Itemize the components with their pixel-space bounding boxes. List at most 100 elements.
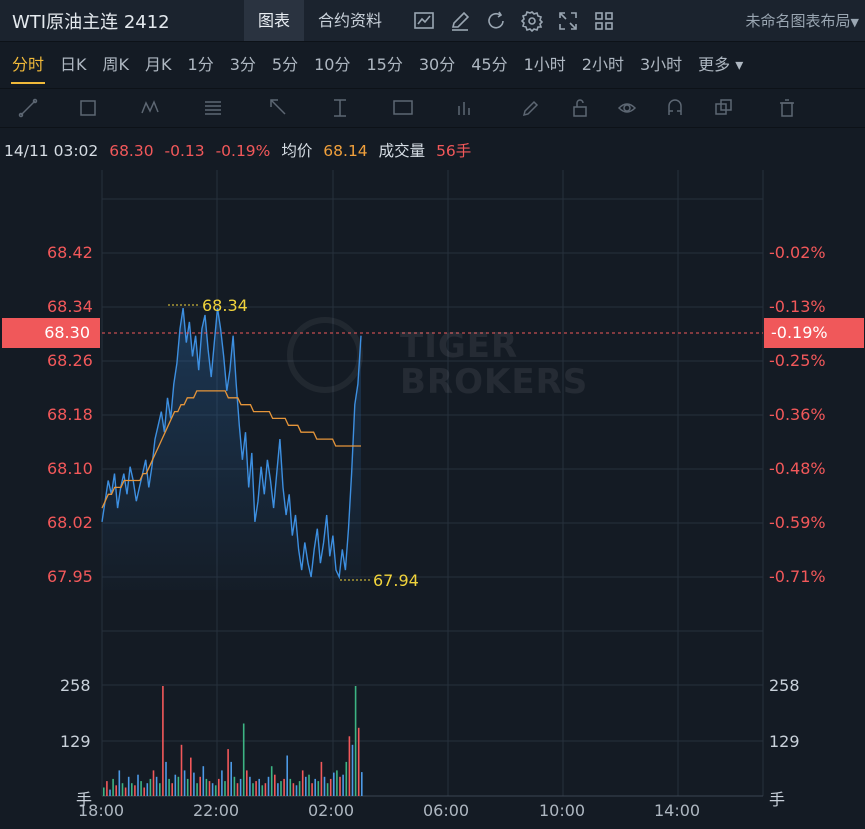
tab-contract-info[interactable]: 合约资料 xyxy=(318,11,383,30)
drawing-toolbar xyxy=(0,88,865,128)
text-tool-icon[interactable] xyxy=(392,97,422,119)
volume-bar-23 xyxy=(174,774,177,796)
volume-bar-75 xyxy=(336,770,338,796)
volume-bar-1 xyxy=(106,781,108,796)
volume-bar-36 xyxy=(214,785,217,796)
tab-chart[interactable]: 图表 xyxy=(244,0,305,41)
volume-bar-40 xyxy=(227,749,229,796)
volume-bar-77 xyxy=(342,774,344,796)
period-2[interactable]: 周K xyxy=(102,55,130,74)
period-4[interactable]: 1分 xyxy=(187,55,214,74)
volume-bar-68 xyxy=(314,778,316,796)
chevron-down-icon: ▼ xyxy=(850,16,859,29)
measure-tool-icon[interactable] xyxy=(330,97,360,119)
volume-bar-58 xyxy=(283,778,285,796)
watermark-line-2: BROKERS xyxy=(400,362,589,402)
volume-bar-52 xyxy=(264,783,267,796)
period-5[interactable]: 3分 xyxy=(229,55,256,74)
instrument-title: WTI原油主连 2412 xyxy=(12,11,170,33)
period-8[interactable]: 15分 xyxy=(366,55,403,74)
edit-icon[interactable] xyxy=(447,8,473,34)
volume-unit-right: 手 xyxy=(769,790,786,809)
current-price-label: 68.30 xyxy=(2,318,100,348)
volume-bar-39 xyxy=(224,781,226,796)
period-14[interactable]: 更多 ▾ xyxy=(698,55,744,74)
period-9[interactable]: 30分 xyxy=(418,55,456,74)
current-pct-label: -0.19% xyxy=(764,318,864,348)
rectangle-tool-icon[interactable] xyxy=(78,97,108,119)
chart-icon[interactable] xyxy=(411,8,437,34)
volume-axis-right-258: 258 xyxy=(769,676,800,695)
volume-bar-27 xyxy=(186,778,189,796)
volume-bar-81 xyxy=(354,686,357,796)
period-13[interactable]: 3小时 xyxy=(639,55,683,74)
layout-selector[interactable]: 未命名图表布局▼ xyxy=(745,12,859,30)
settings-icon[interactable] xyxy=(519,8,545,34)
lock-icon[interactable] xyxy=(570,97,600,119)
volume-axis-left-258: 258 xyxy=(60,676,91,695)
volume-bar-21 xyxy=(168,778,170,796)
period-12[interactable]: 2小时 xyxy=(581,55,624,74)
volume-bar-80 xyxy=(351,744,354,796)
top-bar: WTI原油主连 2412 图表 合约资料 未命名图表布局▼ xyxy=(0,0,865,42)
fib-tool-icon[interactable] xyxy=(203,97,233,119)
volume-bar-60 xyxy=(289,778,292,796)
trash-icon[interactable] xyxy=(777,97,807,119)
volume-bar-15 xyxy=(149,778,152,796)
volume-bar-72 xyxy=(326,783,329,796)
time-axis-label-3: 06:00 xyxy=(423,801,470,820)
refresh-icon[interactable] xyxy=(483,8,509,34)
high-marker: 68.34 xyxy=(202,296,248,315)
price-axis-right-label-5: -0.59% xyxy=(769,513,826,532)
fullscreen-icon[interactable] xyxy=(555,8,581,34)
volume-bar-49 xyxy=(255,781,257,796)
watermark-line-1: TIGER xyxy=(400,326,519,366)
period-6[interactable]: 5分 xyxy=(271,55,299,74)
period-11[interactable]: 1小时 xyxy=(523,55,566,74)
volume-bar-35 xyxy=(211,783,214,796)
volume-bar-76 xyxy=(339,776,341,796)
price-axis-left-label-6: 67.95 xyxy=(47,567,93,586)
volume-bar-63 xyxy=(298,781,301,796)
grid-icon[interactable] xyxy=(591,8,617,34)
volume-bar-61 xyxy=(292,783,295,796)
low-marker: 67.94 xyxy=(373,571,419,590)
pen-tool-icon[interactable] xyxy=(520,97,550,119)
volume-bar-2 xyxy=(109,789,111,796)
volume-bar-34 xyxy=(208,781,211,796)
price-area-fill xyxy=(102,308,361,590)
volume-bar-0 xyxy=(103,787,105,796)
volume-bar-19 xyxy=(162,686,164,796)
layers-icon[interactable] xyxy=(713,97,743,119)
volume-bar-71 xyxy=(323,776,326,796)
eye-icon[interactable] xyxy=(617,97,647,119)
volume-bar-20 xyxy=(165,761,167,796)
volume-bar-74 xyxy=(333,772,335,796)
volume-bar-24 xyxy=(177,776,180,796)
volume-bar-82 xyxy=(357,727,360,796)
pattern-tool-icon[interactable] xyxy=(140,97,170,119)
volume-bar-59 xyxy=(286,755,288,796)
indicator-tool-icon[interactable] xyxy=(455,97,485,119)
period-1[interactable]: 日K xyxy=(60,55,87,74)
volume-bar-4 xyxy=(115,785,117,796)
price-axis-right-label-0: -0.02% xyxy=(769,243,826,262)
price-axis-left-label-2: 68.26 xyxy=(47,351,93,370)
arrow-tool-icon[interactable] xyxy=(268,97,298,119)
magnet-icon[interactable] xyxy=(665,97,695,119)
price-axis-left-label-3: 68.18 xyxy=(47,405,93,424)
volume-bar-22 xyxy=(171,783,173,796)
period-selector: 分时 日K 周K 月K 1分 3分 5分 10分 15分 30分 45分 1小时 2小时 3小时 更多 ▾ xyxy=(0,42,865,84)
volume-bar-46 xyxy=(246,770,248,796)
period-10[interactable]: 45分 xyxy=(471,55,508,74)
period-7[interactable]: 10分 xyxy=(314,55,351,74)
period-0[interactable]: 分时 xyxy=(12,55,45,74)
volume-bar-17 xyxy=(155,776,158,796)
info-avg-label: 均价 xyxy=(281,142,313,160)
volume-bar-47 xyxy=(249,776,251,796)
volume-bar-32 xyxy=(202,766,205,796)
line-tool-icon[interactable] xyxy=(18,97,48,119)
price-axis-left-label-4: 68.10 xyxy=(47,459,93,478)
period-3[interactable]: 月K xyxy=(145,55,172,74)
